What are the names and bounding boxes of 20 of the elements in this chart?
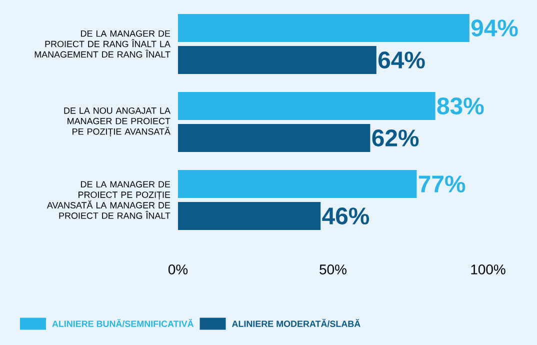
bar <box>178 202 321 230</box>
x-tick-label: 50% <box>320 264 346 274</box>
y-tick-label: DE LA MANAGER DE PROIECT DE RANG ÎNALT LA MANAGEMENT DE RANG ÎNALT <box>34 30 170 58</box>
data-label: 64% <box>378 52 425 68</box>
data-label: 83% <box>437 98 484 114</box>
bar <box>178 170 417 198</box>
y-tick-label: DE LA MANAGER DE PROIECT PE POZIȚIE AVANSATĂ LA MANAGER DE PROIECT DE RANG ÎNALT <box>46 181 170 219</box>
data-label: 46% <box>322 208 370 224</box>
legend-label: ALINIERE MODERATĂ/SLABĂ <box>232 319 360 328</box>
bar <box>178 92 436 120</box>
data-label: 94% <box>471 20 518 36</box>
x-tick-label: 0% <box>168 264 188 274</box>
bar <box>178 124 370 152</box>
bar <box>178 14 470 42</box>
y-tick-label: DE LA NOU ANGAJAT LA MANAGER DE PROIECT PE POZIȚIE AVANSATĂ <box>64 107 170 137</box>
legend-label: ALINIERE BUNĂ/SEMNIFICATIVĂ <box>52 319 194 328</box>
bar <box>178 46 376 74</box>
data-label: 62% <box>372 130 419 146</box>
x-tick-label: 100% <box>471 264 506 274</box>
data-label: 77% <box>418 176 466 192</box>
